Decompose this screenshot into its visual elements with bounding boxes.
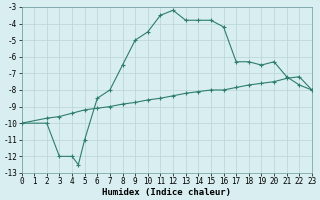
- X-axis label: Humidex (Indice chaleur): Humidex (Indice chaleur): [102, 188, 231, 197]
